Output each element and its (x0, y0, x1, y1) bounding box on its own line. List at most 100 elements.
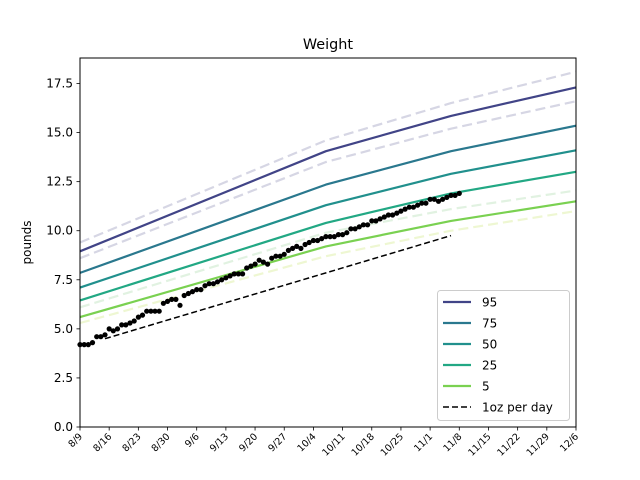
x-tick-label: 10/11 (320, 431, 347, 458)
data-point (385, 212, 391, 218)
data-point (177, 302, 183, 308)
series-line-50 (79, 149, 577, 289)
legend-label: 50 (482, 338, 497, 352)
data-point (394, 210, 400, 216)
data-point (131, 318, 137, 324)
legend-label: 5 (482, 380, 490, 394)
data-point (273, 253, 279, 259)
plot-frame (79, 57, 577, 428)
data-point (260, 259, 266, 265)
data-point (85, 342, 91, 348)
data-point (294, 243, 300, 249)
data-point (206, 281, 212, 287)
data-point (402, 206, 408, 212)
x-tick-label: 8/16 (91, 431, 114, 454)
data-point (210, 281, 216, 287)
data-point (240, 271, 246, 277)
data-point (277, 253, 283, 259)
data-point (327, 234, 333, 240)
data-point (410, 204, 416, 210)
x-tick-label: 10/4 (296, 431, 319, 454)
series-line-75 (79, 124, 577, 274)
x-tick-label: 12/6 (558, 431, 581, 454)
y-tick-label: 15.0 (46, 126, 73, 140)
data-point (335, 232, 341, 238)
data-point (102, 332, 108, 338)
data-point (356, 224, 362, 230)
data-point (256, 257, 262, 263)
data-point (219, 277, 225, 283)
x-tick-label: 10/18 (350, 431, 377, 458)
data-point (181, 292, 187, 299)
data-point (448, 192, 454, 198)
data-point (248, 263, 254, 269)
data-point (285, 247, 291, 253)
data-point (352, 226, 358, 232)
data-point (310, 237, 316, 244)
data-point (348, 226, 354, 232)
data-point (169, 296, 175, 302)
x-tick-label: 11/8 (441, 431, 464, 454)
data-point (444, 194, 450, 200)
y-tick-label: 5.0 (54, 322, 73, 336)
data-point (127, 320, 133, 326)
data-point (344, 230, 350, 236)
data-point (360, 222, 366, 228)
data-point (89, 340, 96, 346)
data-point (390, 212, 396, 218)
legend-label: 75 (482, 317, 497, 331)
data-point (152, 308, 158, 314)
data-point (373, 218, 379, 224)
points-layer (77, 190, 462, 348)
data-point (114, 326, 121, 332)
x-tick-label: 9/27 (266, 431, 289, 454)
data-point (323, 234, 329, 240)
legend-label: 1oz per day (482, 401, 553, 415)
x-tick-label: 11/29 (525, 431, 552, 458)
data-point (415, 202, 421, 208)
data-point (185, 290, 191, 297)
data-point (156, 308, 162, 314)
data-point (456, 190, 462, 196)
data-point (319, 236, 325, 242)
series-line-1oz-per-day (104, 234, 452, 340)
data-point (377, 216, 383, 222)
data-point (423, 200, 429, 206)
x-tick-label: 8/9 (66, 431, 85, 450)
data-point (306, 239, 312, 246)
reference-dashed-line-6 (79, 100, 577, 260)
data-point (315, 237, 321, 244)
legend-label: 95 (482, 296, 497, 310)
data-point (435, 198, 442, 204)
data-point (148, 308, 154, 314)
y-tick-label: 0.0 (54, 420, 73, 434)
data-point (119, 322, 125, 328)
data-point (231, 271, 237, 277)
y-axis-label: pounds (20, 220, 34, 264)
data-point (452, 192, 458, 198)
data-point (252, 261, 258, 267)
chart-title: Weight (303, 37, 353, 53)
x-tick-label: 8/30 (150, 431, 173, 454)
x-tick-label: 8/23 (121, 431, 144, 454)
data-point (160, 300, 166, 306)
data-point (81, 342, 87, 348)
data-point (223, 275, 229, 281)
data-point (173, 296, 179, 302)
y-tick-label: 17.5 (46, 77, 73, 91)
reference-dashed-line-5 (79, 70, 577, 244)
data-point (398, 208, 404, 214)
data-point (94, 334, 100, 340)
x-tick-label: 11/22 (495, 431, 522, 458)
x-tick-label: 11/15 (466, 431, 493, 458)
y-axis: 0.0 2.5 5.0 7.5 10.0 12.5 15.0 17.5 (46, 77, 80, 434)
data-point (244, 265, 250, 271)
data-point (427, 196, 433, 202)
x-tick-label: 9/13 (208, 431, 231, 454)
data-point (110, 328, 116, 334)
data-point (365, 222, 371, 228)
data-point (106, 326, 112, 332)
y-tick-label: 2.5 (54, 371, 73, 385)
data-point (281, 251, 287, 257)
